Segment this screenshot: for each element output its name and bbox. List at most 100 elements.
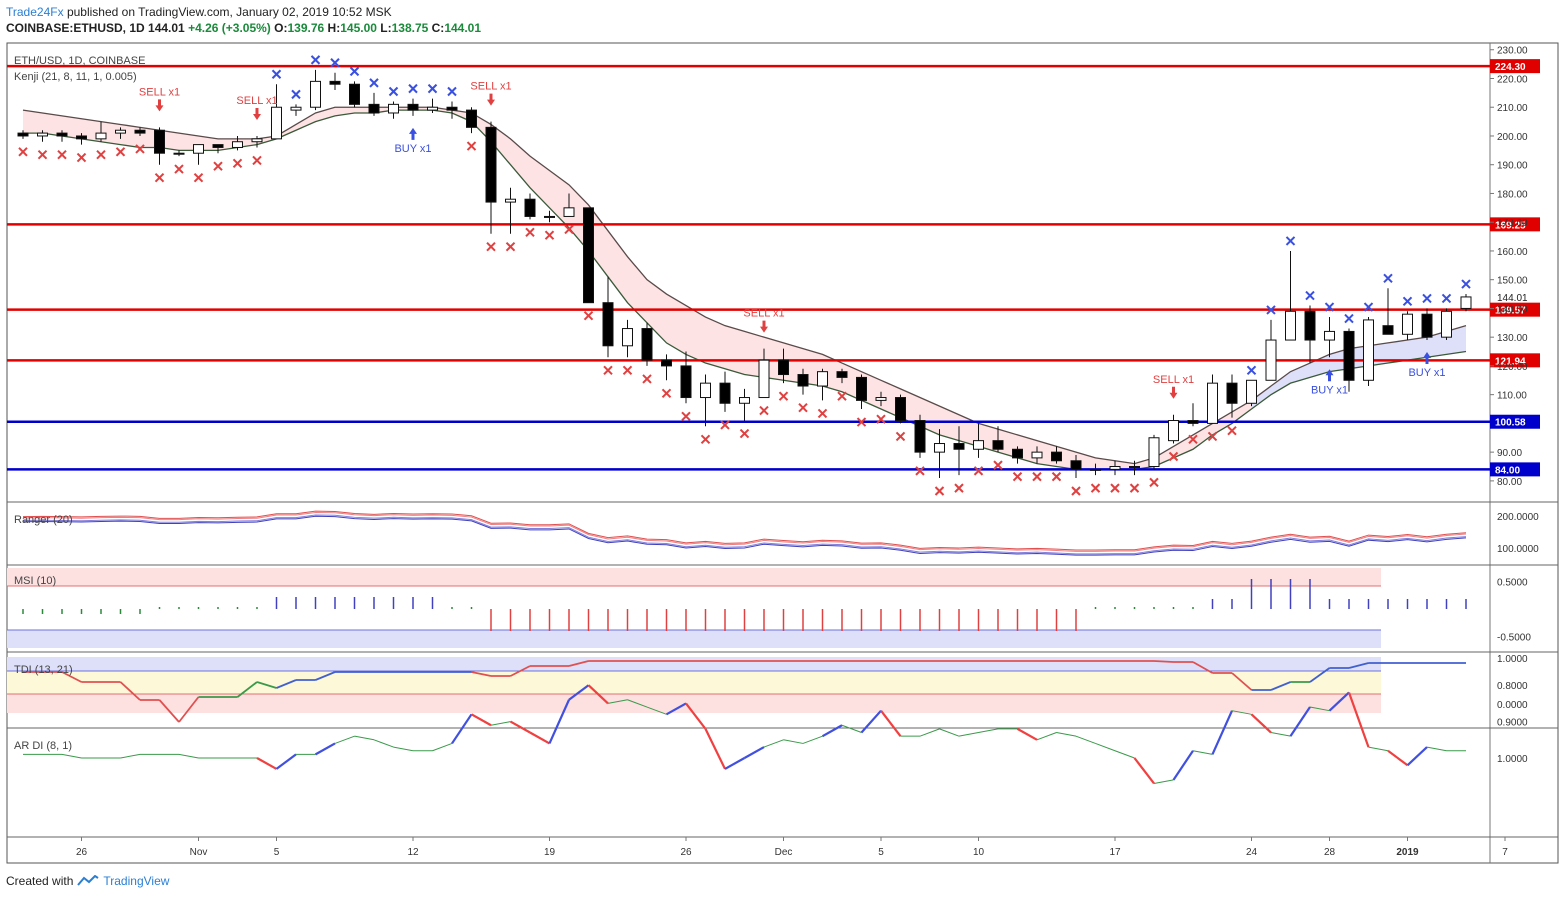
candle-body — [1363, 319, 1374, 381]
open-value: 139.76 — [287, 21, 325, 35]
candle-body — [212, 144, 224, 148]
tdi-line-segment — [1309, 667, 1331, 683]
x-tick-label: 2019 — [1396, 847, 1419, 858]
x-tick-label: 12 — [407, 847, 419, 858]
chart-title: ETH/USD, 1D, COINBASE — [14, 55, 145, 67]
candle-body — [1148, 437, 1160, 468]
signal-cross-icon — [622, 365, 633, 375]
y-tick-label: 130.00 — [1497, 333, 1528, 344]
candle-body — [1382, 325, 1394, 335]
candle-body — [700, 382, 711, 399]
candle-body — [1226, 382, 1238, 404]
tdi-line-segment — [158, 699, 180, 723]
level-label: 121.94 — [1495, 356, 1526, 367]
candle-body — [1168, 420, 1179, 442]
signal-cross-icon — [1246, 365, 1257, 375]
ardi-line-segment — [1172, 750, 1194, 781]
signal-cross-icon — [369, 78, 379, 88]
signal-cross-icon — [1071, 486, 1081, 496]
ardi-line-segment — [1192, 750, 1213, 755]
signal-cross-icon — [739, 428, 750, 439]
signal-cross-icon — [193, 173, 204, 183]
ardi-line-segment — [373, 739, 394, 748]
candle-body — [875, 397, 887, 401]
candle-body — [76, 135, 87, 140]
candle-body — [1012, 448, 1023, 459]
y-tick-label: 200.00 — [1497, 132, 1528, 143]
ardi-line-segment — [509, 720, 531, 734]
signal-cross-icon — [778, 391, 789, 401]
x-tick-label: 17 — [1109, 847, 1121, 858]
y-tick-label: 190.00 — [1497, 161, 1528, 172]
ardi-line-segment — [685, 702, 707, 730]
signal-cross-icon — [876, 414, 886, 424]
signal-cross-icon — [642, 374, 652, 384]
created-with-text: Created with — [6, 874, 74, 888]
ardi-line-segment — [1328, 691, 1350, 712]
msi-title: MSI (10) — [14, 575, 56, 587]
signal-cross-icon — [1090, 483, 1101, 493]
tradingview-link[interactable]: TradingView — [103, 874, 170, 888]
ardi-line-segment — [1016, 727, 1038, 741]
published-text: published on TradingView.com, January 02… — [66, 5, 392, 19]
y-tick-label: 0.5000 — [1497, 578, 1528, 589]
signal-cross-icon — [486, 241, 496, 252]
candle-body — [1441, 310, 1452, 338]
signal-cross-icon — [271, 69, 282, 79]
ardi-line-segment — [841, 724, 862, 733]
close-label: C: — [431, 21, 445, 35]
candle-body — [544, 215, 555, 218]
signal-cross-icon — [1188, 434, 1198, 444]
candle-body — [290, 106, 302, 111]
candle-body — [173, 152, 185, 155]
candle-body — [1324, 330, 1335, 341]
ardi-line-segment — [724, 757, 746, 770]
signal-cross-icon — [1363, 302, 1374, 312]
candle-body — [895, 397, 906, 422]
level-label: 100.58 — [1495, 418, 1526, 429]
tdi-title: TDI (13, 21) — [14, 664, 73, 676]
ardi-line-segment — [978, 728, 999, 734]
x-tick-label: Nov — [190, 847, 208, 858]
candle-body — [427, 106, 438, 111]
tdi-line-segment — [510, 665, 531, 677]
signal-cross-icon — [1051, 471, 1062, 482]
y-tick-label: 1.0000 — [1497, 754, 1528, 765]
ardi-line-segment — [1114, 750, 1135, 759]
ardi-line-segment — [704, 728, 726, 770]
candle-body — [1343, 330, 1355, 381]
signal-cross-icon — [1207, 431, 1218, 442]
candle-body — [1207, 382, 1218, 424]
level-tag — [1490, 414, 1540, 429]
signal-cross-icon — [954, 483, 964, 493]
ardi-line-segment — [646, 706, 667, 715]
candle-body — [641, 328, 653, 361]
signal-cross-icon — [154, 173, 165, 183]
x-tick-label: 7 — [1502, 847, 1508, 858]
level-label: 84.00 — [1495, 465, 1520, 476]
ardi-line-segment — [821, 724, 843, 738]
sell-signal-label: SELL x1 — [236, 95, 277, 107]
ardi-line-segment — [607, 699, 628, 704]
candle-body — [271, 106, 282, 140]
level-tag — [1490, 302, 1540, 317]
signal-cross-icon — [447, 86, 457, 97]
publisher-name[interactable]: Trade24Fx — [6, 5, 64, 19]
signal-cross-icon — [1344, 313, 1354, 324]
ranger-line — [22, 511, 1467, 552]
signal-cross-icon — [973, 466, 984, 476]
tdi-line-segment — [256, 681, 277, 689]
ardi-line-segment — [568, 684, 590, 701]
candle-body — [1129, 466, 1140, 469]
buy-arrow-icon — [409, 127, 417, 140]
buy-arrow-icon — [1325, 369, 1334, 382]
signal-cross-icon — [96, 150, 106, 160]
ardi-line-segment — [1368, 746, 1389, 752]
change-value: +4.26 (+3.05%) — [188, 21, 271, 35]
candle-body — [310, 80, 321, 108]
chart-frame — [6, 42, 1559, 864]
ardi-line-segment — [470, 713, 492, 727]
footer: Created with TradingView — [6, 874, 169, 888]
candle-body — [232, 141, 243, 148]
